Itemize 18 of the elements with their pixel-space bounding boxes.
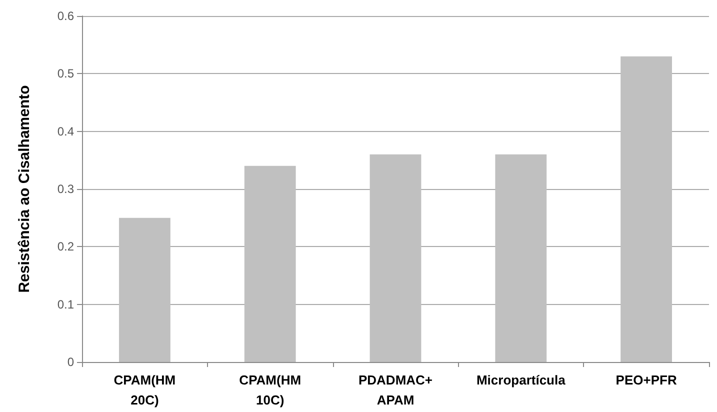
y-tick-label: 0.1: [57, 297, 74, 312]
y-axis-title: Resistência ao Cisalhamento: [16, 85, 33, 293]
y-tick-label: 0.5: [57, 66, 74, 81]
bar: [118, 218, 170, 362]
y-tick-label: 0.3: [57, 182, 74, 196]
bar: [370, 154, 422, 362]
x-tick-label: CPAM(HM 20C): [114, 372, 176, 408]
x-tick-label: PEO+PFR: [616, 372, 678, 388]
x-tick-label: CPAM(HM 10C): [239, 372, 302, 408]
bar: [495, 154, 547, 362]
x-tick-label: Micropartícula: [476, 372, 566, 388]
x-tick-label: PDADMAC+ APAM: [358, 372, 433, 408]
bar: [620, 56, 672, 362]
y-tick-label: 0.2: [57, 240, 74, 254]
bar: [244, 166, 296, 362]
y-tick-label: 0.4: [57, 124, 74, 138]
y-tick-label: 0: [67, 355, 74, 369]
y-tick-label: 0.6: [57, 9, 74, 23]
